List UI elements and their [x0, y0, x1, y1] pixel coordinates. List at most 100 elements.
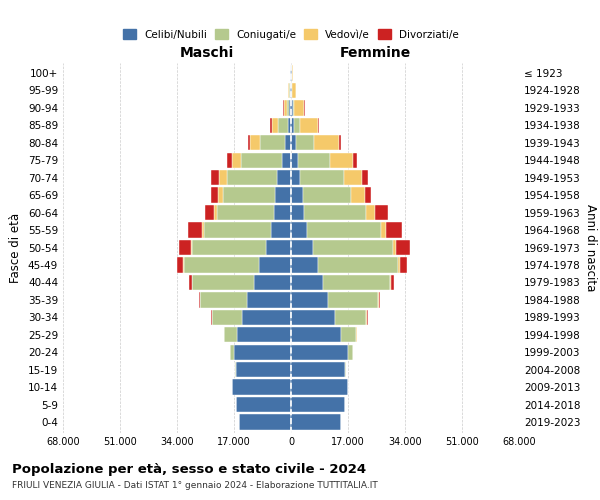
Bar	[223, 188, 275, 203]
Bar	[254, 274, 291, 290]
Bar	[291, 274, 323, 290]
Bar	[293, 118, 300, 133]
Bar	[301, 170, 344, 186]
Bar	[199, 292, 200, 308]
Bar	[291, 240, 313, 255]
Bar	[218, 188, 223, 203]
Bar	[291, 310, 335, 325]
Bar	[211, 310, 212, 325]
Bar	[314, 135, 339, 150]
Bar	[200, 292, 247, 308]
Y-axis label: Fasce di età: Fasce di età	[10, 212, 22, 282]
Bar	[179, 240, 191, 255]
Bar	[318, 258, 398, 272]
Bar	[202, 222, 204, 238]
Bar	[304, 205, 367, 220]
Bar	[341, 327, 356, 342]
Bar	[224, 327, 238, 342]
Bar	[192, 240, 266, 255]
Bar	[232, 152, 241, 168]
Bar	[329, 152, 353, 168]
Bar	[291, 118, 293, 133]
Bar	[398, 258, 400, 272]
Bar	[291, 362, 344, 378]
Bar	[291, 414, 341, 430]
Bar	[278, 118, 287, 133]
Bar	[293, 100, 295, 116]
Bar	[260, 135, 285, 150]
Bar	[291, 205, 304, 220]
Bar	[335, 310, 367, 325]
Bar	[291, 152, 298, 168]
Bar	[318, 118, 319, 133]
Bar	[191, 240, 192, 255]
Bar	[234, 344, 291, 360]
Bar	[362, 170, 368, 186]
Bar	[291, 100, 293, 116]
Bar	[274, 205, 291, 220]
Bar	[344, 170, 362, 186]
Bar	[259, 258, 291, 272]
Bar	[287, 118, 291, 133]
Bar	[277, 170, 291, 186]
Bar	[400, 258, 407, 272]
Bar	[247, 292, 291, 308]
Bar	[292, 82, 296, 98]
Bar	[227, 152, 232, 168]
Text: Popolazione per età, sesso e stato civile - 2024: Popolazione per età, sesso e stato civil…	[12, 462, 366, 475]
Bar	[291, 135, 296, 150]
Bar	[291, 222, 307, 238]
Bar	[295, 100, 304, 116]
Bar	[266, 240, 291, 255]
Bar	[307, 222, 381, 238]
Bar	[285, 135, 291, 150]
Bar	[230, 344, 234, 360]
Bar	[291, 258, 318, 272]
Bar	[291, 327, 341, 342]
Bar	[272, 118, 278, 133]
Y-axis label: Anni di nascita: Anni di nascita	[584, 204, 597, 291]
Bar	[239, 414, 291, 430]
Bar	[291, 397, 344, 412]
Bar	[184, 258, 259, 272]
Bar	[236, 362, 291, 378]
Bar	[219, 170, 227, 186]
Bar	[300, 118, 318, 133]
Bar	[271, 118, 272, 133]
Bar	[192, 274, 254, 290]
Bar	[291, 82, 292, 98]
Bar	[242, 310, 291, 325]
Bar	[344, 362, 346, 378]
Bar	[303, 188, 352, 203]
Bar	[291, 292, 328, 308]
Bar	[212, 310, 242, 325]
Bar	[189, 274, 192, 290]
Bar	[232, 380, 291, 395]
Bar	[367, 205, 375, 220]
Bar	[284, 100, 287, 116]
Text: FRIULI VENEZIA GIULIA - Dati ISTAT 1° gennaio 2024 - Elaborazione TUTTITALIA.IT: FRIULI VENEZIA GIULIA - Dati ISTAT 1° ge…	[12, 481, 378, 490]
Bar	[275, 188, 291, 203]
Bar	[289, 100, 291, 116]
Bar	[238, 327, 291, 342]
Bar	[292, 66, 293, 80]
Bar	[217, 205, 274, 220]
Bar	[290, 82, 291, 98]
Bar	[281, 152, 291, 168]
Bar	[291, 66, 292, 80]
Bar	[381, 222, 386, 238]
Bar	[375, 205, 388, 220]
Bar	[188, 222, 202, 238]
Bar	[339, 135, 341, 150]
Bar	[391, 274, 394, 290]
Bar	[390, 274, 391, 290]
Bar	[271, 222, 291, 238]
Bar	[298, 152, 329, 168]
Bar	[323, 274, 390, 290]
Bar	[291, 344, 348, 360]
Bar	[353, 152, 357, 168]
Bar	[291, 170, 301, 186]
Bar	[379, 292, 380, 308]
Text: Maschi: Maschi	[179, 46, 234, 60]
Bar	[177, 258, 183, 272]
